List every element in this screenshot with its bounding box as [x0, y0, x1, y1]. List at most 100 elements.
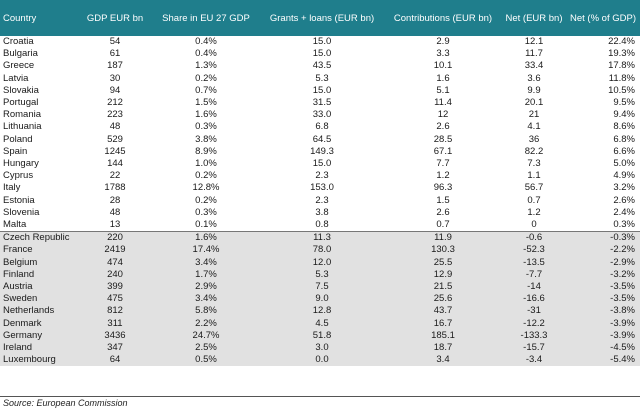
cell-gdp: 61 [109, 48, 121, 60]
cell-contributions: 21.5 [384, 281, 502, 294]
cell-country: Slovenia [3, 206, 40, 218]
cell-gdp: 399 [78, 281, 152, 294]
cell-share: 3.8% [195, 133, 217, 145]
table-row: Ireland 347 2.5% 3.0 18.7 -15.7 -4.5% [0, 342, 640, 355]
eu-recovery-table: Country GDP EUR bn Share in EU 27 GDP Gr… [0, 0, 640, 367]
cell-net: -16.6 [502, 293, 566, 306]
cell-gdp: 311 [78, 317, 152, 330]
cell-gdp: 240 [78, 268, 152, 282]
cell-share: 0.4% [195, 48, 217, 60]
cell-gdp: 64 [78, 354, 152, 367]
cell-contributions: 1.2 [436, 170, 450, 182]
cell-gdp: 13 [109, 219, 121, 231]
cell-gdp: 529 [107, 133, 123, 145]
cell-contributions: 25.5 [384, 256, 502, 269]
cell-net: 33.4 [524, 60, 544, 72]
cell-country: Sweden [0, 293, 78, 306]
cell-net-pct: 22.4% [608, 36, 635, 47]
col-header-grants: Grants + loans (EUR bn) [260, 0, 384, 36]
cell-grants: 15.0 [312, 36, 332, 47]
cell-country: Denmark [0, 317, 78, 330]
cell-net-pct: -2.9% [566, 256, 640, 269]
cell-grants: 2.3 [315, 194, 329, 206]
cell-grants: 15.0 [312, 158, 332, 170]
cell-country: Netherlands [0, 305, 78, 318]
table-row: Czech Republic 220 1.6% 11.3 11.9 -0.6 -0.3% [0, 231, 640, 245]
cell-share: 2.5% [152, 342, 260, 355]
cell-country: Spain [3, 145, 28, 157]
table-row: Malta 13 0.1% 0.8 0.7 0 0.3% [0, 219, 640, 232]
table-row: Denmark 311 2.2% 4.5 16.7 -12.2 -3.9% [0, 317, 640, 330]
cell-share: 3.4% [152, 256, 260, 269]
cell-gdp: 347 [78, 342, 152, 355]
cell-share: 2.9% [152, 281, 260, 294]
cell-country: Poland [3, 133, 33, 145]
cell-share: 1.0% [195, 158, 217, 170]
cell-net-pct: -3.9% [566, 329, 640, 343]
cell-country: Lithuania [3, 121, 42, 133]
table-row: Slovenia 48 0.3% 3.8 2.6 1.2 2.4% [0, 207, 640, 219]
cell-net: -15.7 [502, 342, 566, 355]
cell-country: Finland [0, 268, 78, 282]
cell-country: Hungary [3, 158, 39, 170]
cell-net-pct: -2.2% [566, 244, 640, 257]
table-row: France 2419 17.4% 78.0 130.3 -52.3 -2.2% [0, 244, 640, 257]
cell-contributions: 7.7 [436, 158, 450, 170]
cell-net-pct: -3.9% [566, 317, 640, 330]
cell-share: 5.8% [152, 305, 260, 318]
cell-net: -133.3 [502, 329, 566, 343]
cell-share: 1.7% [152, 268, 260, 282]
cell-share: 24.7% [152, 329, 260, 343]
cell-gdp: 28 [109, 194, 121, 206]
cell-net: 36 [528, 133, 540, 145]
cell-country: Portugal [3, 97, 39, 109]
table-row: Croatia 54 0.4% 15.0 2.9 12.1 22.4% [0, 36, 640, 48]
cell-country: Luxembourg [0, 354, 78, 367]
table-bottom-rule [0, 396, 640, 397]
cell-gdp: 2419 [78, 244, 152, 257]
table-row: Sweden 475 3.4% 9.0 25.6 -16.6 -3.5% [0, 293, 640, 306]
table-row: Slovakia 94 0.7% 15.0 5.1 9.9 10.5% [0, 85, 640, 97]
cell-contributions: 28.5 [433, 133, 453, 145]
cell-grants: 2.3 [315, 170, 329, 182]
header-row: Country GDP EUR bn Share in EU 27 GDP Gr… [0, 0, 640, 36]
cell-share: 0.2% [195, 170, 217, 182]
table-row: Romania 223 1.6% 33.0 12 21 9.4% [0, 109, 640, 121]
cell-net: 1.2 [527, 206, 541, 218]
cell-contributions: 2.6 [436, 206, 450, 218]
cell-country: Germany [0, 329, 78, 343]
cell-contributions: 10.1 [433, 60, 453, 72]
cell-net-pct: 5.0% [613, 158, 635, 170]
cell-share: 3.4% [152, 293, 260, 306]
cell-gdp: 3436 [78, 329, 152, 343]
cell-contributions: 43.7 [384, 305, 502, 318]
cell-share: 8.9% [195, 145, 217, 157]
cell-contributions: 67.1 [433, 145, 453, 157]
cell-contributions: 185.1 [384, 329, 502, 343]
cell-grants: 31.5 [312, 97, 332, 109]
cell-country: Belgium [0, 256, 78, 269]
cell-gdp: 144 [107, 158, 123, 170]
cell-net: -31 [502, 305, 566, 318]
cell-contributions: 5.1 [436, 84, 450, 96]
cell-net: -14 [502, 281, 566, 294]
cell-grants: 9.0 [260, 293, 384, 306]
cell-contributions: 1.5 [436, 194, 450, 206]
cell-share: 1.5% [195, 97, 217, 109]
cell-contributions: 12 [437, 109, 449, 121]
cell-net-pct: -3.5% [566, 293, 640, 306]
cell-gdp: 223 [107, 109, 123, 121]
cell-share: 0.7% [195, 84, 217, 96]
cell-net-pct: -4.5% [566, 342, 640, 355]
cell-net-pct: 11.8% [608, 72, 635, 84]
cell-country: Cyprus [3, 170, 34, 182]
cell-share: 0.3% [195, 206, 217, 218]
cell-country: Czech Republic [0, 231, 78, 245]
cell-net: 11.7 [525, 48, 543, 60]
cell-contributions: 96.3 [433, 182, 453, 194]
cell-share: 0.2% [195, 194, 217, 206]
cell-country: Slovakia [3, 84, 39, 96]
table-row: Italy 1788 12.8% 153.0 96.3 56.7 3.2% [0, 182, 640, 194]
cell-gdp: 54 [109, 36, 121, 47]
